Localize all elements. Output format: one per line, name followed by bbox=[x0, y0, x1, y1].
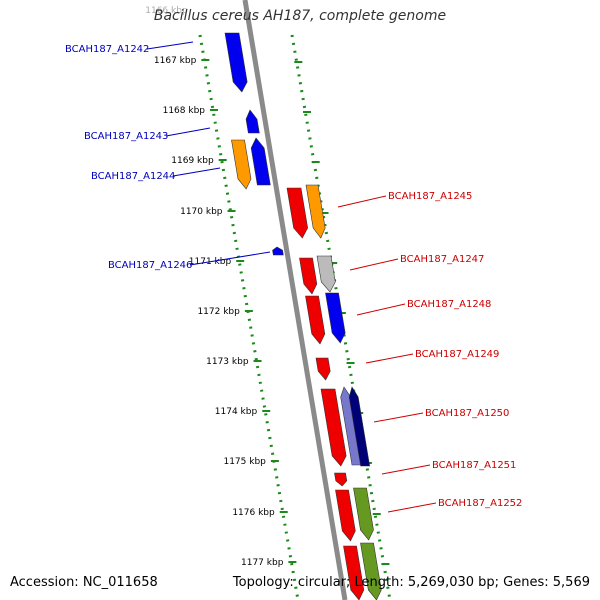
gene-leader-line bbox=[356, 303, 406, 316]
gene-leader-line bbox=[337, 195, 387, 208]
gene-arrow-red bbox=[315, 357, 331, 381]
gene-leader-line bbox=[172, 167, 221, 177]
gene-arrow-red bbox=[343, 545, 365, 600]
gene-label-right[interactable]: BCAH187_A1249 bbox=[415, 349, 499, 360]
gene-arrow-red bbox=[286, 187, 308, 239]
scale-tick-label: 1167 kbp bbox=[154, 56, 197, 66]
scale-tick-label: 1166 kbp bbox=[145, 6, 188, 16]
genome-summary: Topology: circular; Length: 5,269,030 bp… bbox=[232, 575, 590, 590]
scale-tick-label: 1175 kbp bbox=[223, 457, 266, 467]
gene-leader-line bbox=[349, 258, 399, 271]
gene-arrow-blue bbox=[272, 246, 284, 256]
gene-arrow-red bbox=[299, 257, 318, 295]
gene-leader-line bbox=[165, 127, 211, 137]
gene-leader-line bbox=[381, 464, 431, 475]
gene-label-right[interactable]: BCAH187_A1245 bbox=[388, 191, 472, 202]
accession-label: Accession: NC_011658 bbox=[10, 575, 158, 590]
scale-tick-label: 1174 kbp bbox=[215, 407, 258, 417]
gene-label-right[interactable]: BCAH187_A1250 bbox=[425, 408, 509, 419]
gene-arrow-blue bbox=[245, 109, 260, 134]
gene-arrow-blue bbox=[224, 32, 248, 93]
scale-tick-label: 1169 kbp bbox=[171, 156, 214, 166]
gene-arrow-red bbox=[305, 295, 326, 345]
gene-arrow-navy bbox=[348, 386, 371, 467]
gene-arrow-grey bbox=[316, 255, 336, 293]
gene-label-right[interactable]: BCAH187_A1248 bbox=[407, 299, 491, 310]
gene-label-left[interactable]: BCAH187_A1246 bbox=[108, 260, 192, 271]
gene-arrow-olive bbox=[360, 542, 382, 600]
scale-layer: 1166 kbp 1167 kbp 1168 kbp 1169 kbp 1170 kbp… bbox=[145, 6, 390, 568]
feature-layer bbox=[224, 32, 382, 600]
gene-leader-line bbox=[373, 412, 424, 423]
gene-arrow-orange bbox=[305, 184, 326, 239]
gene-leader-line bbox=[146, 41, 194, 50]
gene-label-left[interactable]: BCAH187_A1244 bbox=[91, 171, 175, 182]
scale-tick-label: 1172 kbp bbox=[197, 307, 240, 317]
gene-arrow-orange bbox=[231, 139, 252, 190]
gene-arrow-olive bbox=[353, 487, 374, 541]
gene-leader-line bbox=[387, 502, 437, 513]
gene-arrow-blue bbox=[250, 137, 271, 186]
scale-tick-label: 1176 kbp bbox=[232, 508, 275, 518]
gene-leader-line bbox=[189, 251, 271, 266]
scale-tick-label: 1168 kbp bbox=[163, 106, 206, 116]
scale-tick-label: 1170 kbp bbox=[180, 207, 223, 217]
gene-arrow-red bbox=[320, 388, 347, 467]
gene-arrow-blue bbox=[325, 292, 346, 344]
gene-label-left[interactable]: BCAH187_A1242 bbox=[65, 44, 149, 55]
map-title: Bacillus cereus AH187, complete genome bbox=[153, 8, 447, 24]
gene-arrow-red bbox=[334, 472, 348, 487]
gene-arrow-red bbox=[335, 489, 356, 542]
gene-leader-line bbox=[365, 353, 414, 364]
scale-tick-label: 1173 kbp bbox=[206, 357, 249, 367]
gene-label-left[interactable]: BCAH187_A1243 bbox=[84, 131, 168, 142]
track-layer bbox=[198, 0, 392, 600]
gene-label-right[interactable]: BCAH187_A1251 bbox=[432, 460, 516, 471]
label-layer: BCAH187_A1242 BCAH187_A1243 BCAH187_A1244 B… bbox=[65, 41, 522, 513]
gene-label-right[interactable]: BCAH187_A1252 bbox=[438, 498, 522, 509]
scale-tick-label: 1177 kbp bbox=[241, 558, 284, 568]
gene-label-right[interactable]: BCAH187_A1247 bbox=[400, 254, 484, 265]
backbone-line bbox=[242, 0, 348, 600]
